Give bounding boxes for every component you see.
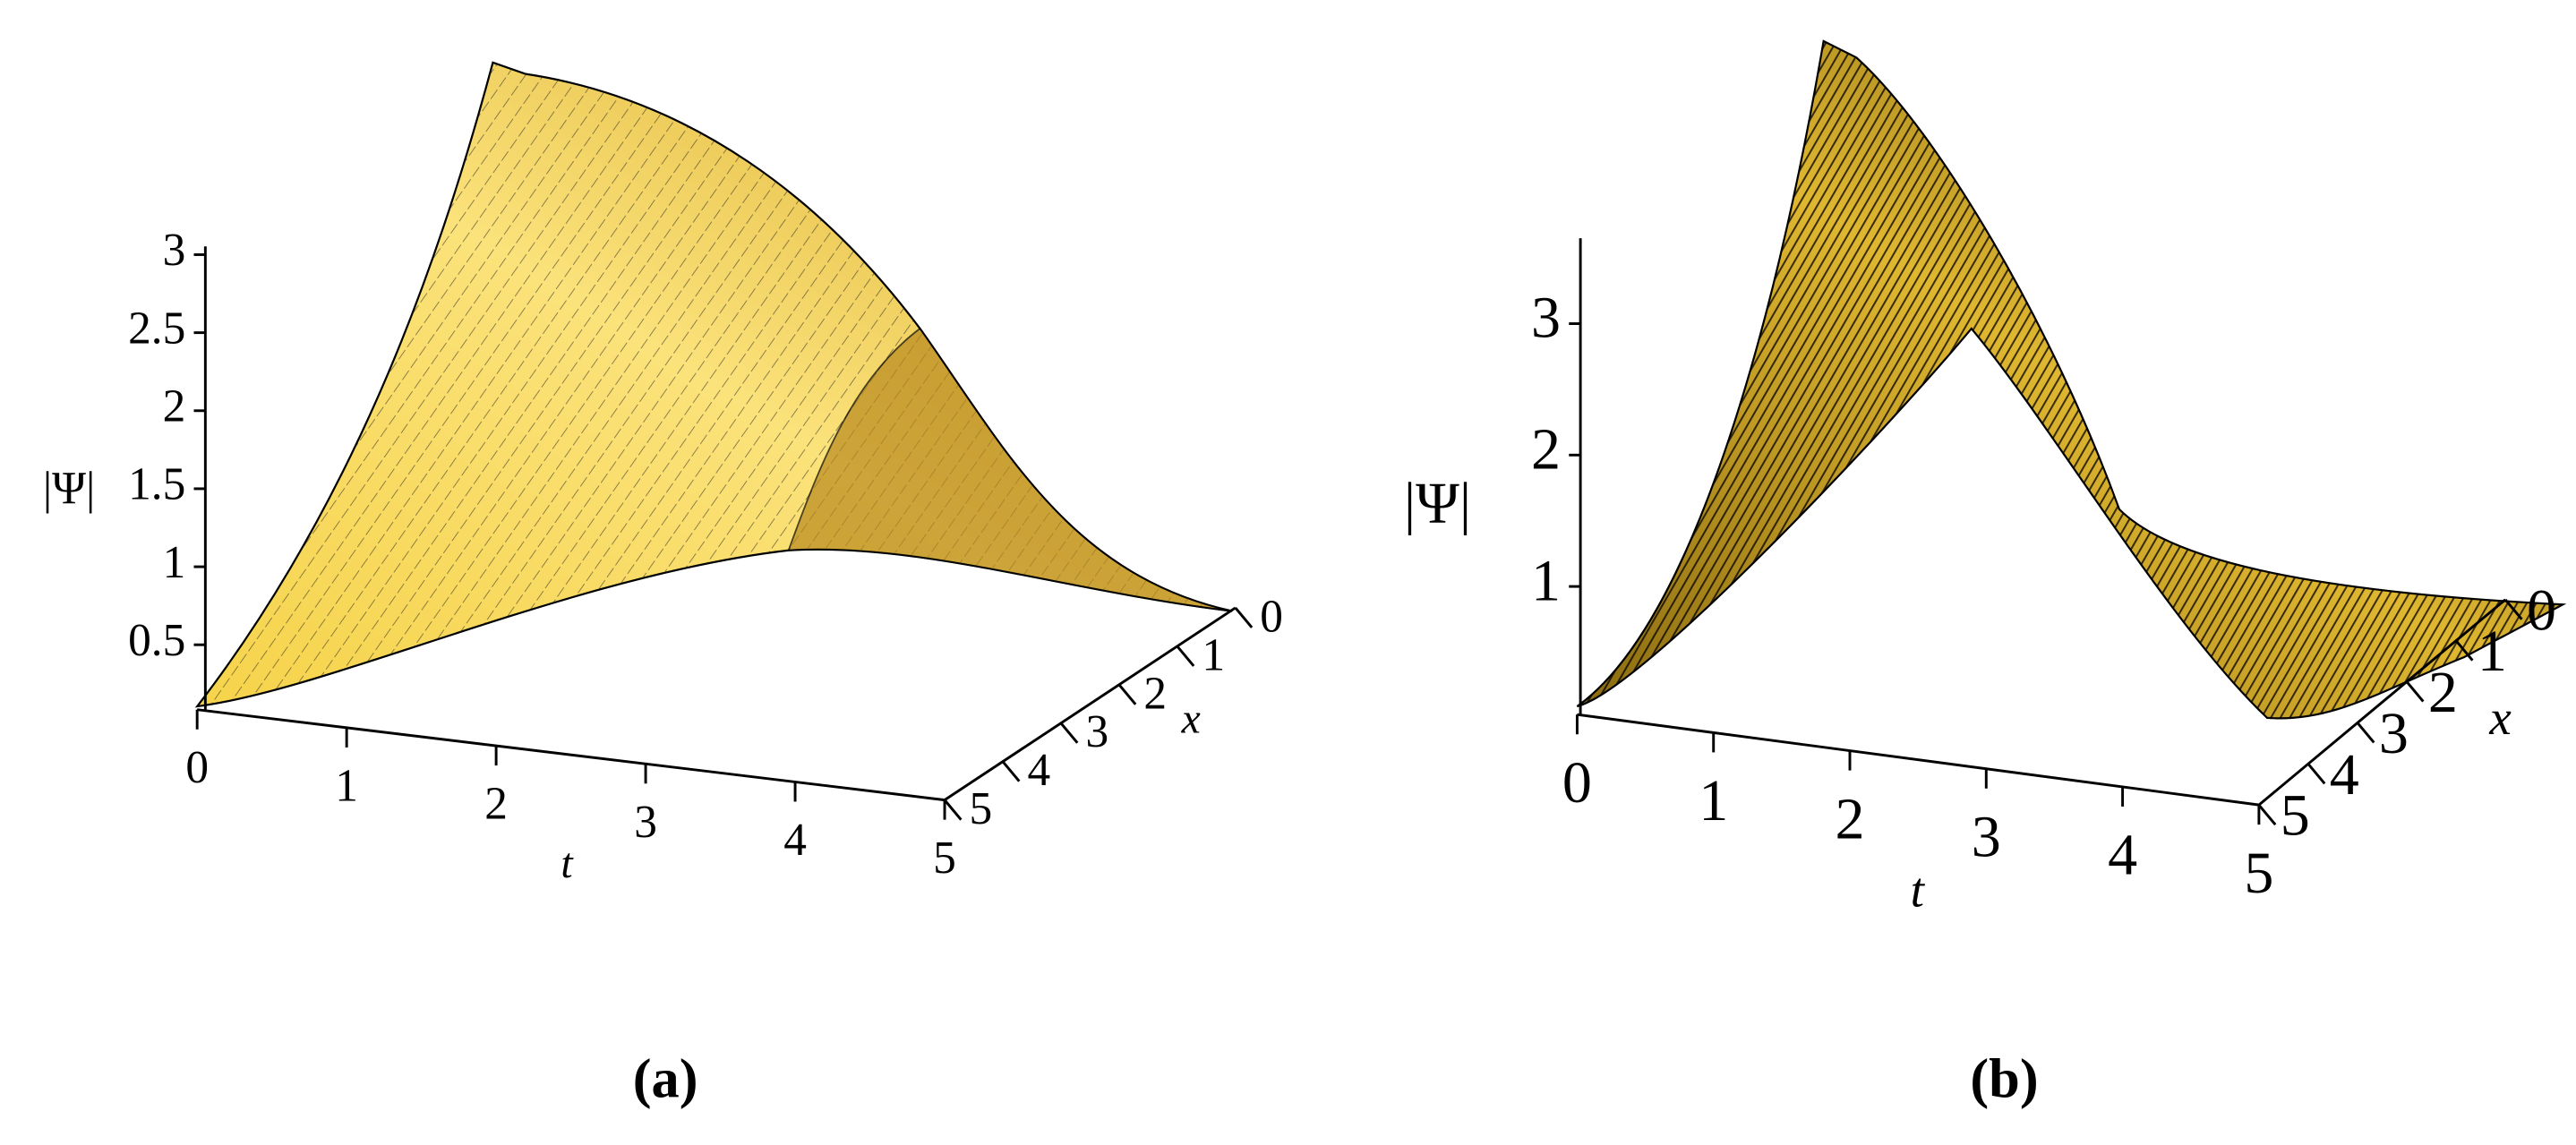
z-tick-label: 2.5 [128,303,185,354]
x-tick [1234,607,1254,628]
z-axis-label: |Ψ| [43,463,95,514]
x-tick [1059,722,1079,744]
z-tick-label: 2 [163,381,186,432]
t-tick-label: 4 [783,815,807,866]
x-tick [1117,683,1137,705]
z-tick-label: 1.5 [128,459,185,510]
t-tick-label: 3 [634,797,657,848]
x-tick [2356,722,2375,744]
z-tick-label: 3 [1531,286,1561,351]
x-tick-label: 1 [2478,619,2507,684]
x-axis-label: x [1181,695,1201,742]
x-tick-label: 4 [1027,745,1050,796]
x-axis [944,606,1237,801]
t-tick-label: 3 [1972,804,2001,869]
x-tick [2257,804,2277,826]
t-tick-label: 1 [335,760,358,811]
x-tick-label: 4 [2330,742,2359,807]
t-tick-label: 1 [1699,768,1728,833]
caption: (b) [1970,1047,2038,1109]
t-tick-label: 5 [933,833,956,884]
x-axis-label: x [2488,690,2512,745]
z-tick-label: 2 [1531,416,1561,482]
z-tick-label: 1 [163,537,186,588]
x-tick [2405,680,2425,703]
z-tick-label: 1 [1531,548,1561,613]
x-tick-label: 0 [2527,577,2556,643]
x-tick-label: 0 [1260,591,1283,642]
t-axis [1577,713,2260,807]
t-axis-label: t [1911,863,1926,918]
t-tick-label: 5 [2244,841,2273,906]
x-axis [2257,598,2507,807]
x-tick [2503,598,2523,620]
surface-b [1576,39,2567,720]
x-tick-label: 5 [2281,783,2310,849]
t-axis [197,708,946,802]
t-tick-label: 2 [484,779,508,830]
caption: (a) [633,1047,698,1109]
t-tick-label: 0 [1562,750,1592,816]
x-tick-label: 3 [1085,706,1108,757]
x-tick [1176,645,1195,667]
t-axis-label: t [561,840,574,887]
t-tick-label: 2 [1835,786,1864,851]
z-axis-label: |Ψ| [1404,471,1471,536]
x-tick-label: 5 [970,783,993,834]
t-tick-label: 4 [2108,823,2137,888]
surface-a [194,61,1233,708]
t-tick-label: 0 [185,742,209,793]
x-tick [943,799,963,821]
x-tick-label: 1 [1202,629,1225,680]
x-tick [2306,763,2326,785]
x-tick-label: 3 [2379,701,2409,766]
x-tick-label: 2 [2428,660,2458,725]
x-tick-label: 2 [1143,668,1167,719]
z-tick-label: 0.5 [128,615,185,666]
x-tick [1001,760,1021,782]
z-tick-label: 3 [163,225,186,276]
x-tick [2454,639,2474,662]
